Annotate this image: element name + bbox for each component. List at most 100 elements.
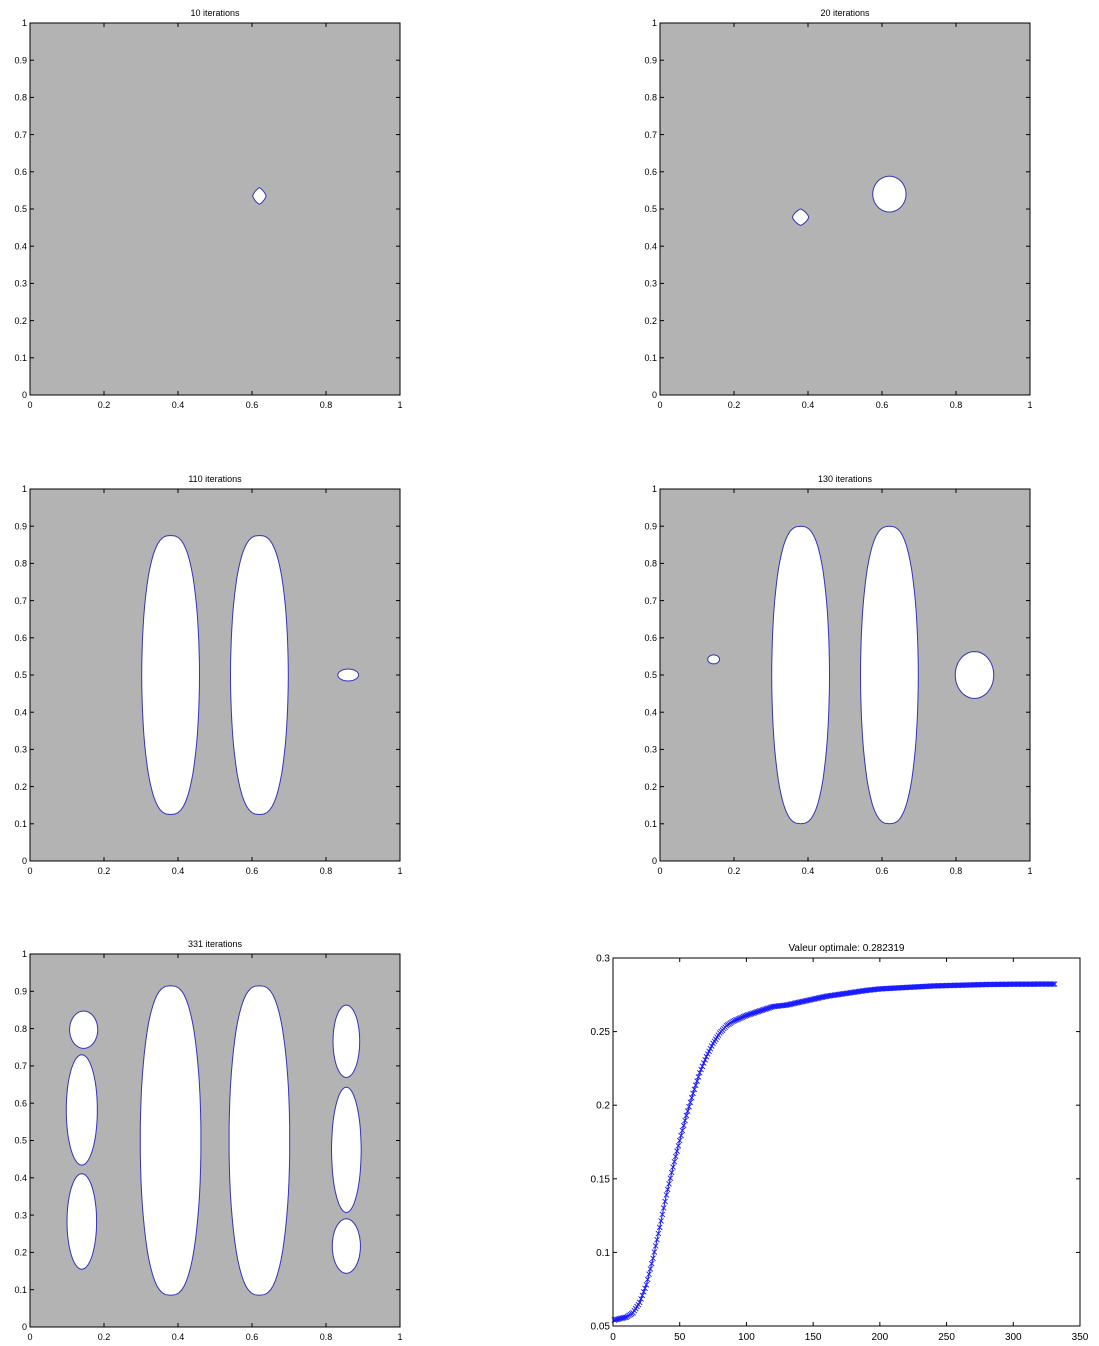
data-point (1025, 981, 1031, 987)
data-point (1045, 981, 1051, 987)
x-tick-label: 1 (397, 400, 402, 410)
hole-shape (859, 525, 919, 825)
hole-shape (66, 1173, 98, 1270)
y-tick-label: 0.4 (14, 1173, 27, 1183)
chart-panel-3: 0 0.2 0.4 0.6 0.8 1 0 0.1 0.2 0.3 0.4 0.5 0.6 0.7 0.8 0… (14, 474, 402, 876)
y-tick-label: 0 (22, 390, 27, 400)
hole-shape (331, 1218, 361, 1274)
x-tick-label: 150 (805, 1332, 822, 1343)
hole-shape (139, 985, 202, 1296)
data-point (1051, 981, 1058, 987)
hole-shape (771, 525, 831, 825)
data-point (694, 1078, 700, 1084)
plot-area (30, 23, 400, 395)
y-tick-label: 0.3 (14, 279, 27, 289)
x-tick-label: 250 (938, 1332, 955, 1343)
hole-shape (69, 1010, 99, 1049)
y-tick-label: 0.5 (644, 204, 657, 214)
data-point (1015, 981, 1022, 988)
data-point (1023, 981, 1030, 987)
data-point (683, 1112, 690, 1119)
y-tick-label: 0.4 (14, 241, 27, 251)
x-tick-label: 200 (872, 1332, 889, 1343)
y-tick-label: 0 (652, 856, 657, 866)
data-point (1046, 981, 1053, 987)
data-point (644, 1276, 651, 1283)
hole-shape (65, 1054, 98, 1166)
data-point (690, 1090, 696, 1097)
chart-title: Valeur optimale: 0.282319 (788, 943, 904, 954)
y-tick-label: 0.8 (644, 93, 657, 103)
y-tick-label: 0.2 (596, 1101, 610, 1112)
x-tick-label: 0.8 (950, 400, 963, 410)
x-tick-label: 0.2 (98, 866, 111, 876)
x-tick-label: 0 (657, 866, 662, 876)
data-point (692, 1082, 699, 1088)
data-point (1027, 981, 1034, 987)
y-tick-label: 0.6 (14, 167, 27, 177)
data-point (1030, 981, 1037, 987)
data-point (1049, 981, 1055, 987)
data-point (680, 1122, 687, 1129)
x-tick-label: 0.4 (802, 866, 815, 876)
x-tick-label: 0 (27, 1332, 32, 1342)
x-tick-label: 0.6 (246, 1332, 259, 1342)
hole-shape (954, 651, 995, 699)
data-point (679, 1127, 686, 1134)
y-tick-label: 0.2 (14, 1248, 27, 1258)
data-point (700, 1060, 707, 1066)
data-point (660, 1205, 667, 1211)
y-tick-label: 0.6 (644, 633, 657, 643)
x-tick-label: 0.6 (246, 400, 259, 410)
data-point (688, 1095, 695, 1101)
y-tick-label: 0.2 (644, 782, 657, 792)
data-point (638, 1296, 644, 1302)
data-point (666, 1180, 672, 1187)
x-tick-label: 0.8 (950, 866, 963, 876)
chart-panel-1: 0 0.2 0.4 0.6 0.8 1 0 0.1 0.2 0.3 0.4 0.5 0.6 0.7 0.8 0… (14, 8, 402, 410)
data-point (655, 1230, 662, 1237)
y-tick-label: 0 (22, 856, 27, 866)
y-tick-label: 0.2 (14, 782, 27, 792)
hole-shape (252, 187, 267, 205)
data-point (704, 1051, 711, 1057)
data-point (696, 1070, 703, 1076)
x-tick-label: 300 (1005, 1332, 1022, 1343)
chart-title: 20 iterations (820, 8, 870, 18)
data-point (1011, 981, 1018, 988)
data-point (674, 1148, 680, 1154)
x-tick-label: 0.8 (320, 1332, 333, 1342)
y-tick-label: 1 (652, 484, 657, 494)
data-point (640, 1289, 647, 1295)
x-tick-label: 0.2 (728, 866, 741, 876)
data-point (642, 1285, 648, 1292)
x-tick-label: 0 (27, 400, 32, 410)
x-tick-label: 0.8 (320, 400, 333, 410)
y-tick-label: 1 (652, 18, 657, 28)
data-point (643, 1281, 650, 1288)
chart-title: 10 iterations (190, 8, 240, 18)
data-point (668, 1169, 675, 1176)
y-tick-label: 0.1 (14, 819, 27, 829)
y-tick-label: 0.7 (14, 1061, 27, 1071)
data-point (1013, 981, 1019, 988)
y-tick-label: 0.7 (14, 130, 27, 140)
data-point (1047, 981, 1054, 987)
data-point (648, 1260, 655, 1267)
y-tick-label: 1 (22, 949, 27, 959)
plot-area (660, 23, 1030, 395)
data-point (706, 1048, 712, 1055)
x-tick-label: 0.4 (172, 1332, 185, 1342)
x-tick-label: 0 (610, 1332, 616, 1343)
y-tick-label: 0.25 (591, 1027, 611, 1038)
x-tick-label: 0 (657, 400, 662, 410)
y-tick-label: 0.9 (14, 986, 27, 996)
data-point (698, 1066, 704, 1073)
data-point (691, 1086, 698, 1093)
data-point (1038, 981, 1045, 987)
y-tick-label: 0.9 (14, 55, 27, 65)
y-tick-label: 0 (22, 1322, 27, 1332)
x-tick-label: 350 (1072, 1332, 1089, 1343)
data-point (1037, 981, 1043, 987)
